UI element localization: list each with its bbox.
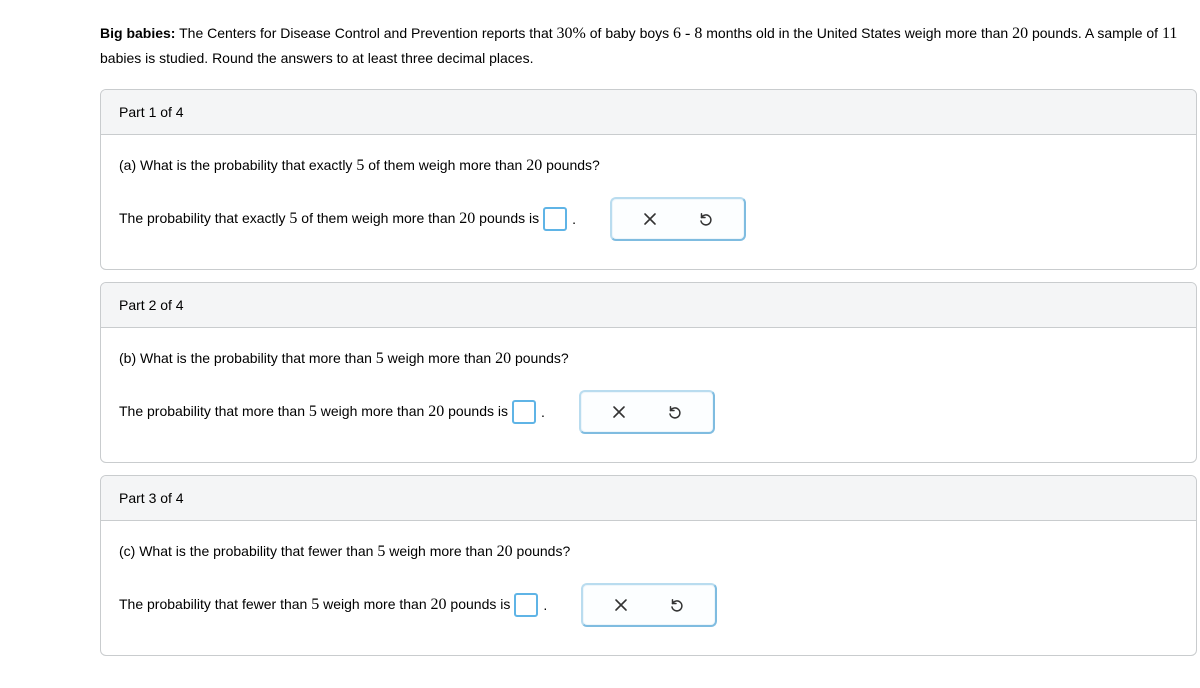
a2-w: 20 [428, 403, 444, 420]
intro-seg2: of baby boys [586, 25, 673, 41]
toolbar-1 [610, 197, 746, 241]
answer-row-3: The probability that fewer than 5 weigh … [119, 583, 1178, 627]
answer-text-1: The probability that exactly 5 of them w… [119, 210, 539, 228]
q2-post: pounds? [511, 350, 569, 366]
answer-row-1: The probability that exactly 5 of them w… [119, 197, 1178, 241]
q1-post: pounds? [542, 157, 600, 173]
a2-mid: weigh more than [317, 403, 428, 419]
a3-post: pounds is [447, 596, 511, 612]
part-header-2: Part 2 of 4 [101, 283, 1196, 328]
q3-mid: weigh more than [385, 543, 496, 559]
part-card-3: Part 3 of 4 (c) What is the probability … [100, 475, 1197, 656]
q1-mid: of them weigh more than [364, 157, 526, 173]
part-body-2: (b) What is the probability that more th… [101, 328, 1196, 462]
intro-seg3: months old in the United States weigh mo… [702, 25, 1012, 41]
a3-mid: weigh more than [319, 596, 430, 612]
intro-seg1: The Centers for Disease Control and Prev… [175, 25, 556, 41]
q2-mid: weigh more than [384, 350, 495, 366]
undo-icon [668, 596, 686, 614]
a1-post: pounds is [475, 210, 539, 226]
answer-input-2[interactable] [512, 400, 536, 424]
toolbar-2 [579, 390, 715, 434]
q1-pre: (a) What is the probability that exactly [119, 157, 356, 173]
q2-w: 20 [495, 350, 511, 367]
answer-input-1[interactable] [543, 207, 567, 231]
a3-period: . [543, 597, 547, 613]
part-header-1: Part 1 of 4 [101, 90, 1196, 135]
a2-period: . [541, 404, 545, 420]
part-card-2: Part 2 of 4 (b) What is the probability … [100, 282, 1197, 463]
undo-button[interactable] [678, 207, 734, 231]
undo-icon [666, 403, 684, 421]
x-icon [611, 404, 627, 420]
x-icon [642, 211, 658, 227]
a3-w: 20 [431, 596, 447, 613]
q3-post: pounds? [513, 543, 571, 559]
undo-button[interactable] [649, 593, 705, 617]
part-body-1: (a) What is the probability that exactly… [101, 135, 1196, 269]
a2-n: 5 [309, 403, 317, 420]
undo-icon [697, 210, 715, 228]
clear-button[interactable] [622, 207, 678, 231]
part-card-1: Part 1 of 4 (a) What is the probability … [100, 89, 1197, 270]
question-a: (a) What is the probability that exactly… [119, 157, 1178, 175]
intro-age-range: 6 - 8 [673, 25, 702, 42]
a2-post: pounds is [444, 403, 508, 419]
a3-pre: The probability that fewer than [119, 596, 311, 612]
toolbar-3 [581, 583, 717, 627]
answer-row-2: The probability that more than 5 weigh m… [119, 390, 1178, 434]
problem-intro: Big babies: The Centers for Disease Cont… [0, 20, 1200, 89]
question-c: (c) What is the probability that fewer t… [119, 543, 1178, 561]
clear-button[interactable] [593, 593, 649, 617]
a1-w: 20 [459, 210, 475, 227]
intro-sample-n: 11 [1162, 25, 1177, 42]
x-icon [613, 597, 629, 613]
a1-pre: The probability that exactly [119, 210, 289, 226]
q3-pre: (c) What is the probability that fewer t… [119, 543, 377, 559]
part-body-3: (c) What is the probability that fewer t… [101, 521, 1196, 655]
q2-n: 5 [376, 350, 384, 367]
answer-input-3[interactable] [514, 593, 538, 617]
a2-pre: The probability that more than [119, 403, 309, 419]
intro-bold: Big babies: [100, 25, 175, 41]
a1-mid: of them weigh more than [297, 210, 459, 226]
q3-w: 20 [497, 543, 513, 560]
intro-percent: 30% [557, 25, 586, 42]
answer-text-3: The probability that fewer than 5 weigh … [119, 596, 510, 614]
intro-seg4: pounds. A sample of [1028, 25, 1162, 41]
clear-button[interactable] [591, 400, 647, 424]
undo-button[interactable] [647, 400, 703, 424]
intro-weight: 20 [1012, 25, 1028, 42]
intro-seg5: babies is studied. Round the answers to … [100, 50, 533, 66]
part-header-3: Part 3 of 4 [101, 476, 1196, 521]
q1-w: 20 [526, 157, 542, 174]
page-root: Big babies: The Centers for Disease Cont… [0, 0, 1200, 688]
answer-text-2: The probability that more than 5 weigh m… [119, 403, 508, 421]
q2-pre: (b) What is the probability that more th… [119, 350, 376, 366]
a1-period: . [572, 211, 576, 227]
question-b: (b) What is the probability that more th… [119, 350, 1178, 368]
